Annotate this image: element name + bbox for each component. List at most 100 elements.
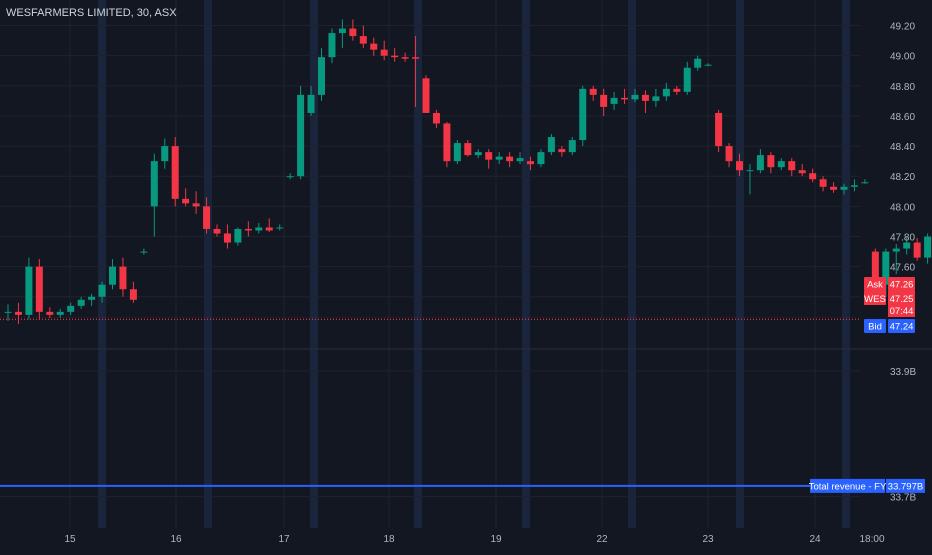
session-band [842, 0, 850, 528]
candle-body [850, 185, 858, 187]
candle-body [600, 94, 608, 107]
price-tick-label: 48.60 [890, 112, 915, 123]
ask-tag-value: 47.26 [890, 280, 914, 291]
candle-body [150, 161, 158, 207]
revenue-name-bg [810, 478, 885, 493]
candle-body [579, 88, 587, 141]
candle-body [77, 299, 85, 306]
session-band [204, 0, 212, 528]
revenue-tag: Total revenue - FY 33.797B [809, 478, 925, 493]
candle-body [819, 179, 827, 187]
revenue-tick-label: 33.9B [890, 367, 916, 378]
candle-body [756, 155, 764, 171]
candle-body [234, 228, 242, 243]
candle-body [527, 161, 534, 165]
candle-body [161, 146, 169, 162]
candle-body [391, 55, 399, 58]
revenue-series-name: Total revenue - FY [809, 481, 887, 492]
last-label-bg [864, 291, 886, 305]
time-tick-label: 15 [64, 534, 76, 545]
price-tick-label: 47.80 [890, 233, 915, 244]
time-tick-label: 22 [596, 534, 608, 545]
candle-body [673, 88, 681, 92]
time-tick-label: 19 [490, 534, 502, 545]
candle-body [631, 94, 639, 100]
candle-body [767, 155, 775, 168]
bar-countdown: 07:44 [890, 306, 914, 317]
time-tick-label: 18:00 [859, 534, 884, 545]
candle-body [610, 97, 618, 104]
candle-body [924, 236, 932, 258]
price-tick-label: 47.60 [890, 263, 915, 274]
candle-body [192, 203, 200, 207]
price-tick-label: 48.40 [890, 142, 915, 153]
candle-body [88, 296, 96, 300]
candle-body [276, 227, 284, 229]
last-value-bg [888, 291, 915, 317]
time-tick-label: 24 [809, 534, 821, 545]
candle-body [328, 33, 336, 58]
candle-body [401, 57, 409, 59]
bid-tag-label-bg [864, 319, 886, 333]
time-tick-label: 23 [702, 534, 714, 545]
candle-body [798, 170, 806, 174]
candle-body [46, 311, 54, 315]
candle-body [516, 158, 524, 162]
session-band [736, 0, 744, 528]
revenue-value: 33.797B [888, 481, 923, 492]
bid-tag-label: Bid [868, 322, 882, 333]
last-price-label: WES [864, 294, 886, 305]
ask-tag-value-bg [888, 277, 915, 291]
price-tick-label: 48.00 [890, 202, 915, 213]
candle-body [140, 251, 148, 253]
candle-body [777, 161, 785, 168]
session-band [98, 0, 106, 528]
candle-body [788, 161, 796, 171]
candle-body [318, 57, 325, 95]
price-tick-label: 49.20 [890, 22, 915, 33]
candle-body [641, 94, 649, 101]
candle-body [56, 311, 64, 315]
candle-body [464, 143, 472, 156]
candle-body [506, 156, 514, 162]
candle-body [662, 88, 670, 97]
candle-body [265, 227, 273, 231]
candle-body [652, 96, 660, 101]
bid-tag: Bid 47.24 [864, 319, 915, 333]
candle-body [422, 78, 430, 113]
price-tick-label: 48.80 [890, 82, 915, 93]
candle-body [495, 156, 503, 160]
candle-body [213, 228, 221, 234]
candle-body [380, 49, 388, 56]
candle-body [715, 112, 723, 147]
candle-body [871, 251, 879, 285]
candle-body [443, 123, 451, 162]
candle-body [35, 266, 43, 312]
candle-body [589, 88, 597, 95]
candle-body [547, 137, 555, 153]
ask-tag-label-bg [864, 277, 886, 291]
session-band [414, 0, 422, 528]
bid-tag-value: 47.24 [890, 322, 914, 333]
candle-body [109, 266, 116, 285]
session-band [310, 0, 318, 528]
candle-body [840, 186, 848, 190]
candle-body [746, 170, 754, 172]
candle-body [694, 58, 702, 68]
session-band [628, 0, 636, 528]
candle-body [725, 146, 733, 162]
candle-body [453, 143, 461, 162]
candle-body [255, 227, 263, 231]
candle-body [286, 176, 294, 178]
candle-body [412, 57, 420, 59]
candle-body [568, 140, 576, 153]
candle-body [297, 94, 305, 177]
revenue-value-bg [886, 478, 925, 493]
candle-body [349, 28, 357, 37]
candle-body [861, 182, 869, 184]
candle-body [913, 242, 921, 258]
candle-body [119, 266, 127, 290]
candle-body [558, 149, 566, 153]
